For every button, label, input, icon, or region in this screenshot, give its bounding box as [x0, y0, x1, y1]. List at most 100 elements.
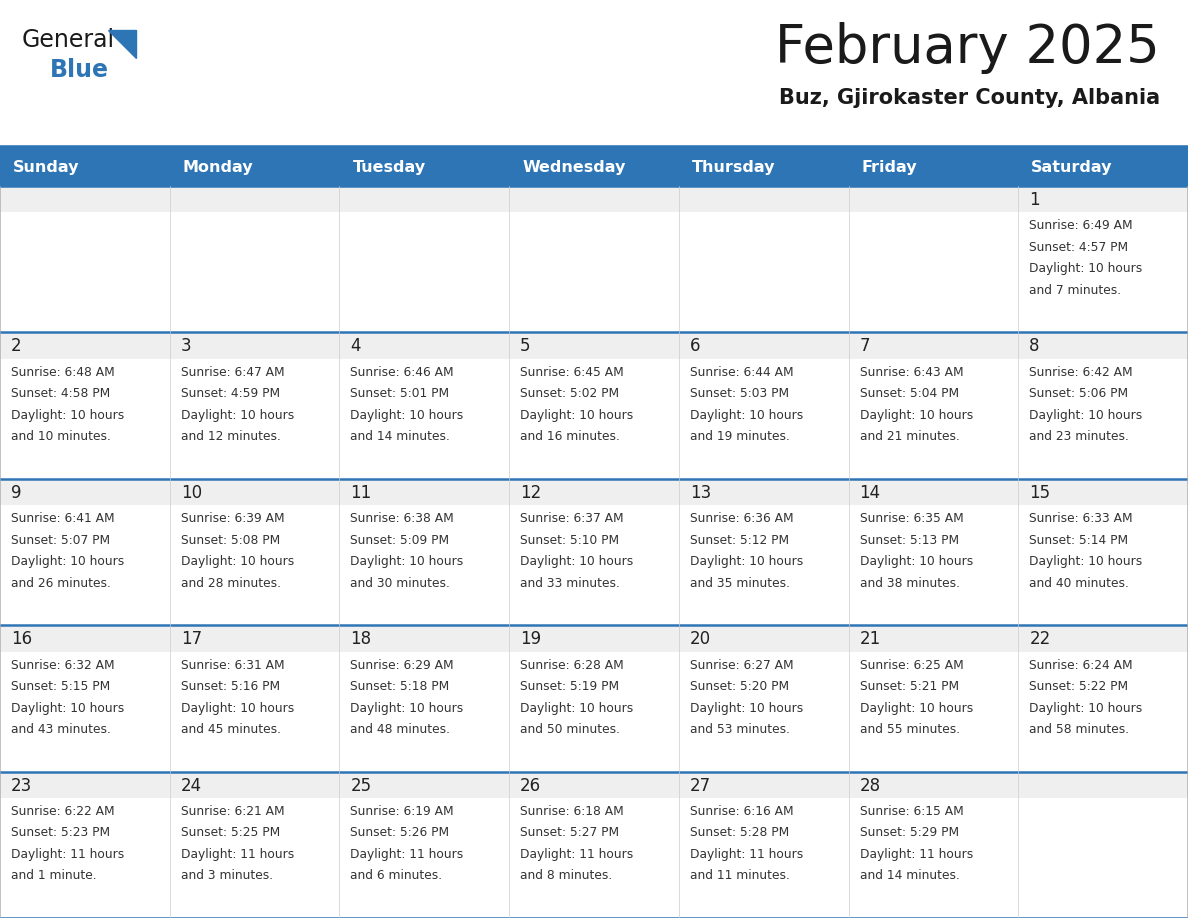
- Text: Daylight: 11 hours: Daylight: 11 hours: [11, 848, 125, 861]
- Bar: [1018, 212, 1188, 332]
- Text: Daylight: 10 hours: Daylight: 10 hours: [1029, 263, 1143, 275]
- Text: and 40 minutes.: and 40 minutes.: [1029, 577, 1129, 589]
- Text: Daylight: 11 hours: Daylight: 11 hours: [520, 848, 633, 861]
- Bar: [1018, 625, 1188, 652]
- Text: 22: 22: [1029, 630, 1050, 648]
- Bar: [678, 772, 848, 798]
- Text: Saturday: Saturday: [1031, 160, 1113, 174]
- Bar: [340, 505, 510, 625]
- Text: and 48 minutes.: and 48 minutes.: [350, 723, 450, 736]
- Bar: [510, 625, 678, 652]
- Bar: [170, 148, 340, 186]
- Text: 3: 3: [181, 338, 191, 355]
- Text: Daylight: 10 hours: Daylight: 10 hours: [181, 409, 293, 421]
- Bar: [170, 212, 340, 332]
- Text: Daylight: 10 hours: Daylight: 10 hours: [860, 409, 973, 421]
- Text: Sunrise: 6:43 AM: Sunrise: 6:43 AM: [860, 365, 963, 379]
- Text: 5: 5: [520, 338, 531, 355]
- Text: and 35 minutes.: and 35 minutes.: [690, 577, 790, 589]
- Bar: [0, 625, 170, 652]
- Text: Sunrise: 6:41 AM: Sunrise: 6:41 AM: [11, 512, 114, 525]
- Text: and 8 minutes.: and 8 minutes.: [520, 869, 612, 882]
- Text: Friday: Friday: [861, 160, 917, 174]
- Bar: [0, 186, 170, 212]
- Text: and 23 minutes.: and 23 minutes.: [1029, 431, 1129, 443]
- Text: Sunset: 5:27 PM: Sunset: 5:27 PM: [520, 826, 619, 839]
- Text: Sunrise: 6:32 AM: Sunrise: 6:32 AM: [11, 658, 114, 672]
- Bar: [1018, 652, 1188, 772]
- Text: Sunrise: 6:24 AM: Sunrise: 6:24 AM: [1029, 658, 1133, 672]
- Text: Sunrise: 6:21 AM: Sunrise: 6:21 AM: [181, 805, 284, 818]
- Text: and 53 minutes.: and 53 minutes.: [690, 723, 790, 736]
- Bar: [0, 148, 170, 186]
- Bar: [678, 359, 848, 479]
- Text: Sunrise: 6:29 AM: Sunrise: 6:29 AM: [350, 658, 454, 672]
- Text: Sunset: 5:25 PM: Sunset: 5:25 PM: [181, 826, 280, 839]
- Text: and 58 minutes.: and 58 minutes.: [1029, 723, 1130, 736]
- Bar: [848, 652, 1018, 772]
- Bar: [848, 332, 1018, 359]
- Bar: [848, 479, 1018, 505]
- Text: Daylight: 10 hours: Daylight: 10 hours: [181, 555, 293, 568]
- Text: Sunrise: 6:18 AM: Sunrise: 6:18 AM: [520, 805, 624, 818]
- Text: 8: 8: [1029, 338, 1040, 355]
- Text: 11: 11: [350, 484, 372, 502]
- Text: and 10 minutes.: and 10 minutes.: [11, 431, 110, 443]
- Bar: [340, 212, 510, 332]
- Text: Daylight: 10 hours: Daylight: 10 hours: [350, 409, 463, 421]
- Text: Sunset: 5:15 PM: Sunset: 5:15 PM: [11, 680, 110, 693]
- Text: Daylight: 10 hours: Daylight: 10 hours: [11, 409, 125, 421]
- Text: Sunset: 4:57 PM: Sunset: 4:57 PM: [1029, 241, 1129, 254]
- Text: Sunrise: 6:27 AM: Sunrise: 6:27 AM: [690, 658, 794, 672]
- Bar: [678, 186, 848, 212]
- Text: Sunrise: 6:44 AM: Sunrise: 6:44 AM: [690, 365, 794, 379]
- Text: Daylight: 10 hours: Daylight: 10 hours: [11, 555, 125, 568]
- Text: Daylight: 10 hours: Daylight: 10 hours: [520, 409, 633, 421]
- Bar: [0, 798, 170, 918]
- Text: and 28 minutes.: and 28 minutes.: [181, 577, 280, 589]
- Bar: [510, 772, 678, 798]
- Text: and 11 minutes.: and 11 minutes.: [690, 869, 790, 882]
- Bar: [170, 505, 340, 625]
- Bar: [0, 332, 170, 359]
- Text: Sunrise: 6:49 AM: Sunrise: 6:49 AM: [1029, 219, 1133, 232]
- Text: Sunset: 4:59 PM: Sunset: 4:59 PM: [181, 387, 280, 400]
- Text: Daylight: 10 hours: Daylight: 10 hours: [350, 701, 463, 714]
- Text: and 14 minutes.: and 14 minutes.: [860, 869, 960, 882]
- Text: Daylight: 11 hours: Daylight: 11 hours: [860, 848, 973, 861]
- Bar: [0, 772, 170, 798]
- Text: and 26 minutes.: and 26 minutes.: [11, 577, 110, 589]
- Text: Daylight: 10 hours: Daylight: 10 hours: [11, 701, 125, 714]
- Bar: [848, 212, 1018, 332]
- Text: Sunset: 5:28 PM: Sunset: 5:28 PM: [690, 826, 789, 839]
- Text: Sunset: 4:58 PM: Sunset: 4:58 PM: [11, 387, 110, 400]
- Text: 9: 9: [11, 484, 21, 502]
- Text: Daylight: 10 hours: Daylight: 10 hours: [690, 555, 803, 568]
- Bar: [340, 332, 510, 359]
- Text: and 1 minute.: and 1 minute.: [11, 869, 96, 882]
- Bar: [848, 505, 1018, 625]
- Bar: [0, 505, 170, 625]
- Text: Sunrise: 6:15 AM: Sunrise: 6:15 AM: [860, 805, 963, 818]
- Bar: [678, 332, 848, 359]
- Text: Sunrise: 6:48 AM: Sunrise: 6:48 AM: [11, 365, 115, 379]
- Bar: [678, 652, 848, 772]
- Text: 12: 12: [520, 484, 542, 502]
- Bar: [1018, 148, 1188, 186]
- Text: 28: 28: [860, 777, 880, 795]
- Text: 2: 2: [11, 338, 21, 355]
- Text: Sunset: 5:16 PM: Sunset: 5:16 PM: [181, 680, 280, 693]
- Text: Sunset: 5:01 PM: Sunset: 5:01 PM: [350, 387, 449, 400]
- Text: Sunset: 5:22 PM: Sunset: 5:22 PM: [1029, 680, 1129, 693]
- Text: Sunrise: 6:33 AM: Sunrise: 6:33 AM: [1029, 512, 1133, 525]
- Text: Sunset: 5:09 PM: Sunset: 5:09 PM: [350, 533, 449, 546]
- Text: Sunset: 5:03 PM: Sunset: 5:03 PM: [690, 387, 789, 400]
- Text: Daylight: 10 hours: Daylight: 10 hours: [690, 701, 803, 714]
- Bar: [0, 652, 170, 772]
- Text: 4: 4: [350, 338, 361, 355]
- Bar: [678, 212, 848, 332]
- Text: Daylight: 10 hours: Daylight: 10 hours: [181, 701, 293, 714]
- Text: Sunrise: 6:38 AM: Sunrise: 6:38 AM: [350, 512, 454, 525]
- Text: and 12 minutes.: and 12 minutes.: [181, 431, 280, 443]
- Bar: [170, 652, 340, 772]
